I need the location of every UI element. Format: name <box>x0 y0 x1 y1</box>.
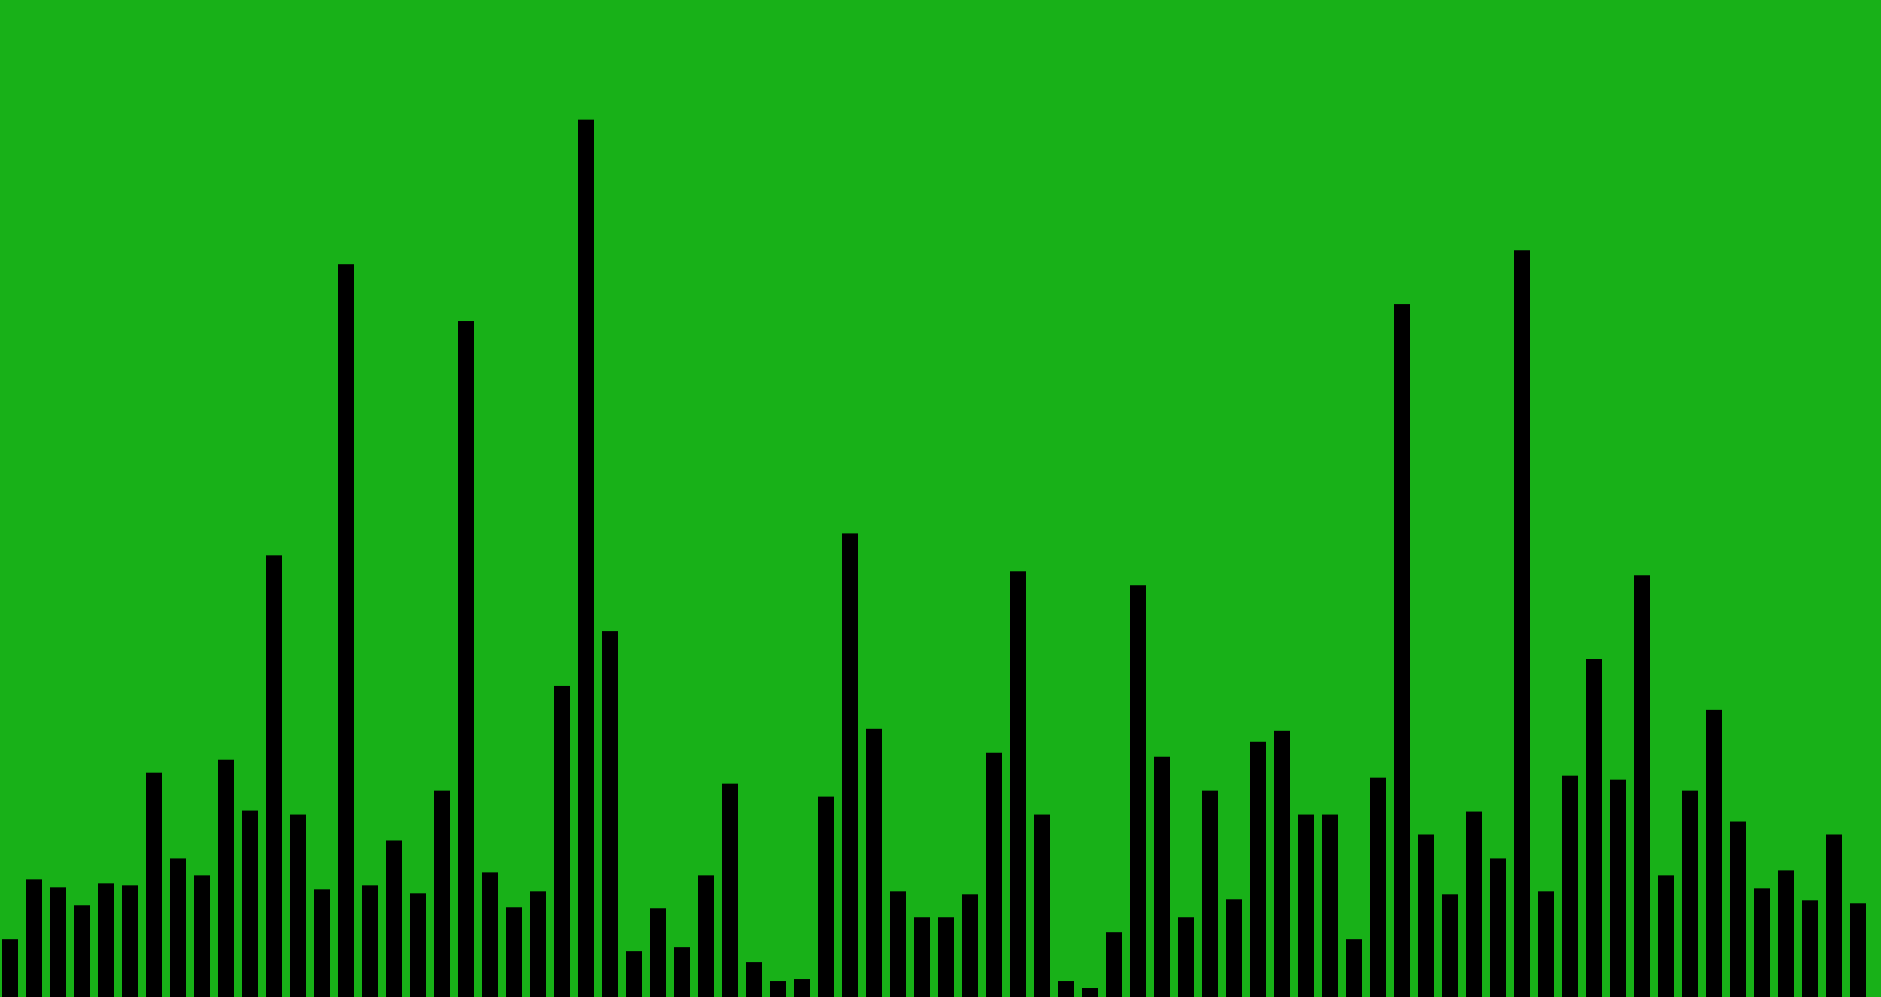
bar-61 <box>1442 894 1458 997</box>
bar-56 <box>1322 814 1338 997</box>
bar-36 <box>842 533 858 997</box>
bar-13 <box>290 814 306 997</box>
bar-75 <box>1778 870 1794 997</box>
bar-67 <box>1586 659 1602 997</box>
bar-1 <box>2 939 18 997</box>
bar-38 <box>890 891 906 997</box>
bar-65 <box>1538 891 1554 997</box>
bar-26 <box>602 631 618 997</box>
bar-44 <box>1034 814 1050 997</box>
bar-58 <box>1370 777 1386 997</box>
bar-17 <box>386 840 402 997</box>
bar-68 <box>1610 779 1626 997</box>
bar-25 <box>578 119 594 997</box>
bar-31 <box>722 783 738 997</box>
bar-28 <box>650 908 666 997</box>
bar-77 <box>1826 834 1842 997</box>
bar-3 <box>50 887 66 997</box>
bar-42 <box>986 752 1002 997</box>
bar-39 <box>914 917 930 997</box>
bar-11 <box>242 810 258 997</box>
bar-24 <box>554 685 570 997</box>
bar-22 <box>506 907 522 997</box>
bar-43 <box>1010 571 1026 997</box>
bar-6 <box>122 885 138 997</box>
bar-32 <box>746 962 762 997</box>
bar-4 <box>74 905 90 997</box>
bar-23 <box>530 891 546 997</box>
bar-74 <box>1754 888 1770 997</box>
bar-51 <box>1202 790 1218 997</box>
bar-14 <box>314 889 330 997</box>
bar-21 <box>482 872 498 997</box>
bar-57 <box>1346 939 1362 997</box>
bar-71 <box>1682 790 1698 997</box>
bar-16 <box>362 885 378 997</box>
bar-66 <box>1562 775 1578 997</box>
bar-19 <box>434 790 450 997</box>
bar-29 <box>674 947 690 997</box>
bar-18 <box>410 893 426 997</box>
bar-35 <box>818 796 834 997</box>
bar-9 <box>194 875 210 997</box>
bars-group <box>2 119 1866 997</box>
bar-41 <box>962 894 978 997</box>
bar-53 <box>1250 741 1266 997</box>
bar-45 <box>1058 981 1074 997</box>
bar-72 <box>1706 709 1722 997</box>
bar-64 <box>1514 250 1530 997</box>
bar-5 <box>98 883 114 997</box>
bar-15 <box>338 264 354 997</box>
bar-40 <box>938 917 954 997</box>
bar-2 <box>26 879 42 997</box>
bar-62 <box>1466 811 1482 997</box>
bar-27 <box>626 951 642 997</box>
bar-8 <box>170 858 186 997</box>
bar-48 <box>1130 585 1146 997</box>
bar-70 <box>1658 875 1674 997</box>
bar-78 <box>1850 903 1866 997</box>
bar-55 <box>1298 814 1314 997</box>
bar-60 <box>1418 834 1434 997</box>
bar-10 <box>218 759 234 997</box>
bar-63 <box>1490 858 1506 997</box>
bar-7 <box>146 772 162 997</box>
bar-54 <box>1274 730 1290 997</box>
bar-30 <box>698 875 714 997</box>
bar-69 <box>1634 575 1650 997</box>
bar-37 <box>866 728 882 997</box>
bar-34 <box>794 979 810 997</box>
bar-50 <box>1178 917 1194 997</box>
bar-46 <box>1082 988 1098 997</box>
bar-20 <box>458 321 474 997</box>
bar-12 <box>266 555 282 997</box>
bar-73 <box>1730 821 1746 997</box>
bar-76 <box>1802 900 1818 997</box>
bar-49 <box>1154 756 1170 997</box>
bar-59 <box>1394 304 1410 997</box>
bar-47 <box>1106 932 1122 997</box>
bar-33 <box>770 981 786 997</box>
bar-52 <box>1226 899 1242 997</box>
